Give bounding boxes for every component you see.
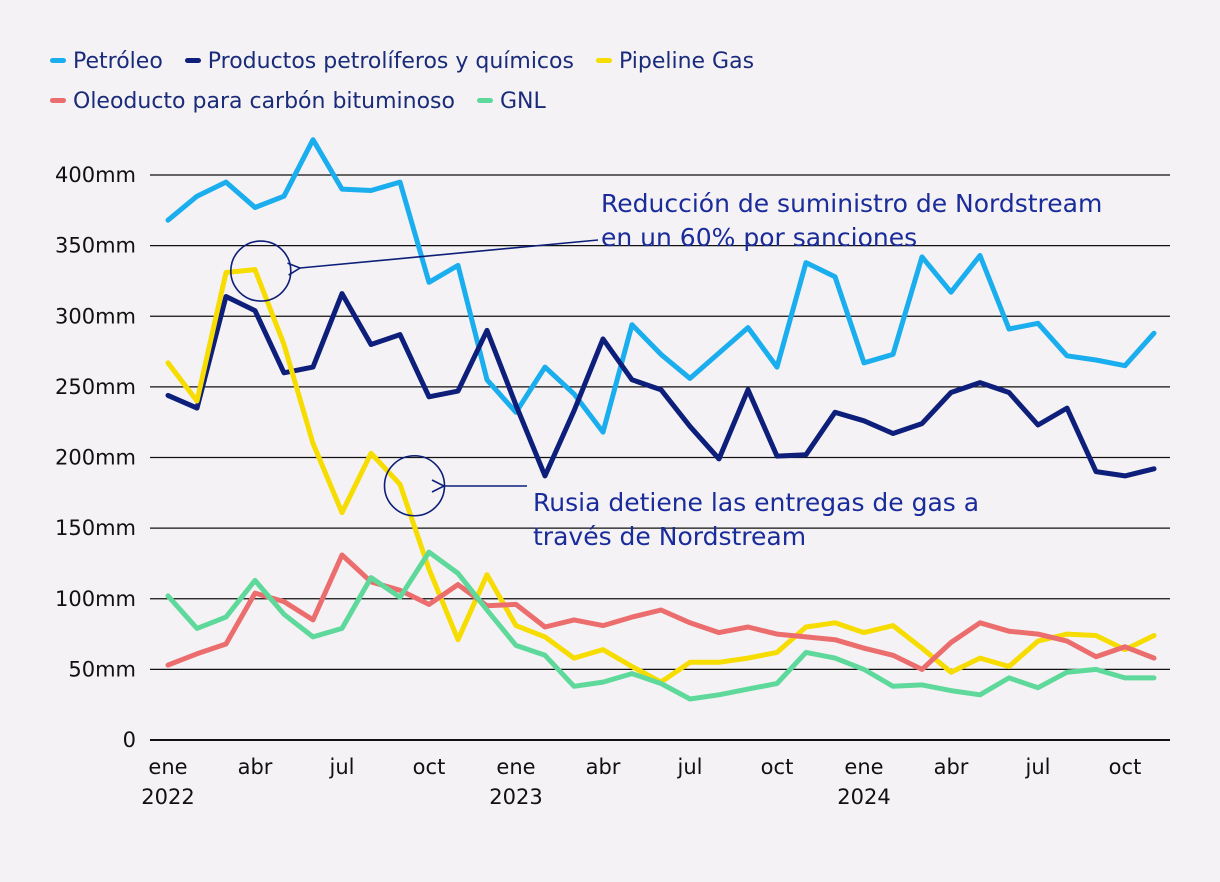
annotation-text-nordstream-reduction: en un 60% por sanciones (601, 223, 917, 252)
y-tick-label: 100mm (55, 587, 136, 611)
legend-swatch (50, 57, 66, 63)
y-tick-label: 0 (123, 728, 136, 752)
x-tick-label: ene (844, 755, 883, 779)
x-tick-label: jul (329, 755, 355, 779)
x-tick-year-label: 2023 (489, 785, 542, 809)
x-tick-label: oct (1109, 755, 1142, 779)
legend-label: Oleoducto para carbón bituminoso (73, 89, 455, 114)
legend-swatch (476, 97, 493, 103)
x-tick-label: abr (934, 755, 969, 779)
y-tick-label: 200mm (55, 446, 136, 470)
series-lines (165, 137, 1157, 702)
legend-item-pipeline-gas: Pipeline Gas (595, 42, 755, 82)
annotations: Reducción de suministro de Nordstream en … (229, 189, 1102, 551)
legend-item-gnl: GNL (476, 82, 546, 122)
y-tick-label: 50mm (68, 657, 136, 681)
x-tick-label: ene (148, 755, 187, 779)
series-line-productos-petroliferos-y-quimicos (165, 291, 1157, 479)
series-line-oleoducto-para-carbon-bituminoso (165, 552, 1157, 672)
legend-swatch (50, 97, 66, 103)
legend-item-productos-petroliferos-y-quimicos: Productos petrolíferos y químicos (184, 42, 574, 82)
legend-item-oleoducto-para-carbon-bituminoso: Oleoducto para carbón bituminoso (50, 82, 455, 122)
annotation-text-nordstream-reduction: Reducción de suministro de Nordstream (601, 189, 1102, 218)
legend-label: Pipeline Gas (618, 49, 755, 74)
legend-label: Petróleo (73, 49, 163, 74)
annotation-text-nordstream-halt: Rusia detiene las entregas de gas a (533, 488, 979, 517)
chart-legend: Petróleo Productos petrolíferos y químico… (50, 42, 1170, 122)
y-axis-ticks: 0 50mm 100mm 150mm 200mm 250mm 300mm 350mm 400mm (55, 163, 136, 752)
legend-swatch (184, 57, 201, 63)
y-tick-label: 300mm (55, 304, 136, 328)
x-tick-label: oct (761, 755, 794, 779)
annotation-arrow (300, 239, 599, 268)
series-line-pipeline-gas (165, 267, 1157, 685)
x-tick-label: abr (586, 755, 621, 779)
y-tick-label: 250mm (55, 375, 136, 399)
series-line-gnl (165, 549, 1157, 702)
x-tick-label: oct (413, 755, 446, 779)
legend-item-petroleo: Petróleo (50, 42, 163, 82)
x-tick-label: ene (496, 755, 535, 779)
legend-swatch (595, 57, 612, 63)
x-tick-year-label: 2024 (837, 785, 890, 809)
legend-label: Productos petrolíferos y químicos (207, 49, 574, 74)
x-tick-year-label: 2022 (141, 785, 194, 809)
x-tick-label: abr (238, 755, 273, 779)
legend-label: GNL (499, 89, 546, 114)
y-tick-label: 400mm (55, 163, 136, 187)
series-line-petroleo (165, 137, 1157, 435)
gridlines (150, 174, 1170, 741)
annotation-circle (383, 454, 446, 517)
y-tick-label: 350mm (55, 234, 136, 258)
annotation-text-nordstream-halt: través de Nordstream (533, 522, 806, 551)
y-tick-label: 150mm (55, 516, 136, 540)
x-axis-ticks: ene 2022 abr jul oct ene 2023 abr jul oct ene 2024 a… (141, 755, 1141, 809)
x-tick-label: jul (677, 755, 703, 779)
x-tick-label: jul (1025, 755, 1051, 779)
